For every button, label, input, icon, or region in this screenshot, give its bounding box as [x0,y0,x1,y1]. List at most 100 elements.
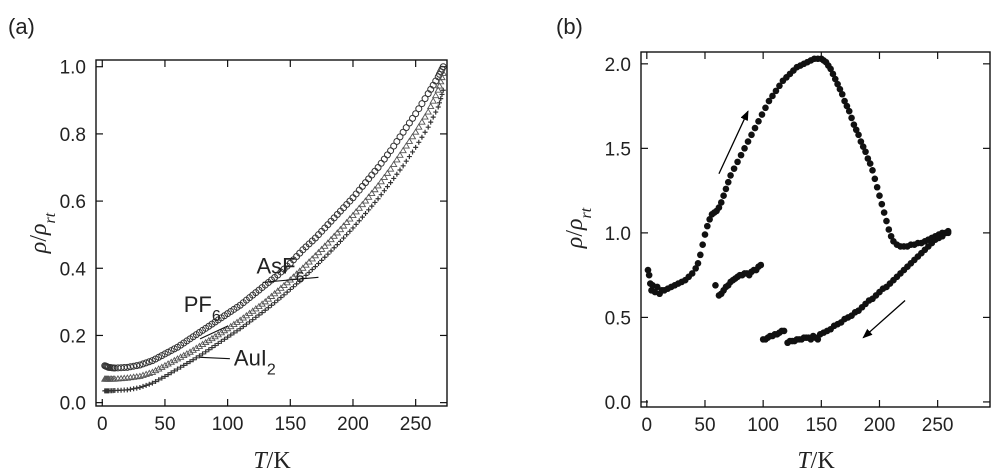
data-point [162,373,168,379]
data-point [403,158,409,164]
data-point [201,338,210,346]
data-point [346,215,354,222]
data-point [352,190,360,198]
data-point [734,158,741,166]
data-point [701,231,709,238]
data-point [309,267,315,273]
y-axis-sep-b: / [562,230,588,237]
data-point [418,118,426,125]
data-point [396,151,404,158]
data-point [333,229,342,236]
data-point [170,356,179,364]
data-point [645,271,653,279]
data-point [349,211,357,218]
ticks-b [641,52,990,407]
data-point [722,185,730,193]
data-point [848,114,855,122]
data-point [308,255,317,262]
y-axis-rho-a: ρ [26,223,52,236]
data-point [439,69,448,76]
x-tick-label-b: 100 [747,415,779,436]
plot-frame-b [640,51,991,408]
data-point [265,305,271,311]
data-point [347,228,353,234]
series-label-main: PF [184,292,212,317]
data-point [159,375,165,381]
data-point [644,266,652,274]
data-point [741,145,748,152]
data-point [336,225,345,233]
data-point [174,366,180,372]
data-point [190,357,196,363]
data-point [225,334,231,340]
data-point [272,300,278,306]
data-point [406,154,412,160]
data-point [864,155,872,162]
data-point [314,248,323,256]
data-point [387,147,395,155]
data-point [862,148,869,156]
data-point [176,353,185,360]
data-point [328,248,334,254]
data-point [715,204,723,211]
data-point [352,208,360,215]
data-point [436,100,442,106]
x-tick-label-a: 200 [337,414,369,435]
data-point [156,377,162,383]
data-point [231,330,237,336]
data-point [355,186,363,194]
data-point [306,269,312,275]
data-point [411,128,420,135]
data-point [838,90,846,98]
x-tick-label-a: 100 [212,414,244,435]
data-point [415,105,423,113]
data-point [212,343,218,349]
data-point [371,185,379,193]
data-point [215,340,221,346]
data-point [319,257,325,263]
data-point [380,155,388,163]
y-axis-rho-b: ρ [562,218,588,231]
data-point [431,91,440,99]
data-point [380,173,389,181]
data-point [706,216,713,223]
data-point [339,222,348,229]
data-point [390,142,398,150]
x-axis-title-a: T/K [253,448,291,474]
data-point [178,364,184,370]
data-point [393,156,401,163]
y-tick-label-b: 2.0 [605,55,631,76]
data-point [305,258,313,265]
data-point [214,330,223,338]
data-point [269,302,274,308]
data-point [765,97,773,105]
data-point [697,251,704,259]
data-point [208,334,216,342]
data-point [428,119,434,125]
data-point [371,167,379,175]
data-point [653,283,661,291]
data-point [164,360,172,367]
x-tick-label-a: 250 [400,414,432,435]
data-point [294,281,300,287]
data-point [374,182,382,189]
y-tick-label-a: 0.0 [60,394,86,415]
data-point [179,351,188,359]
leader-line-AuI2 [200,356,230,360]
annotations-b [718,110,906,339]
data-point [221,336,227,342]
data-point [372,199,378,205]
data-point [358,182,366,190]
data-point [364,193,373,200]
data-point [322,254,328,260]
data-point [834,80,841,88]
y-tick-label-a: 1.0 [60,58,86,79]
y-tick-label-b: 0.5 [605,308,631,329]
panel-label-a: (a) [8,14,35,39]
data-point [393,137,401,145]
data-point [149,380,155,386]
data-point [192,344,201,351]
data-point [391,175,397,181]
data-point [154,365,163,372]
leader-line-PF6 [199,325,228,340]
